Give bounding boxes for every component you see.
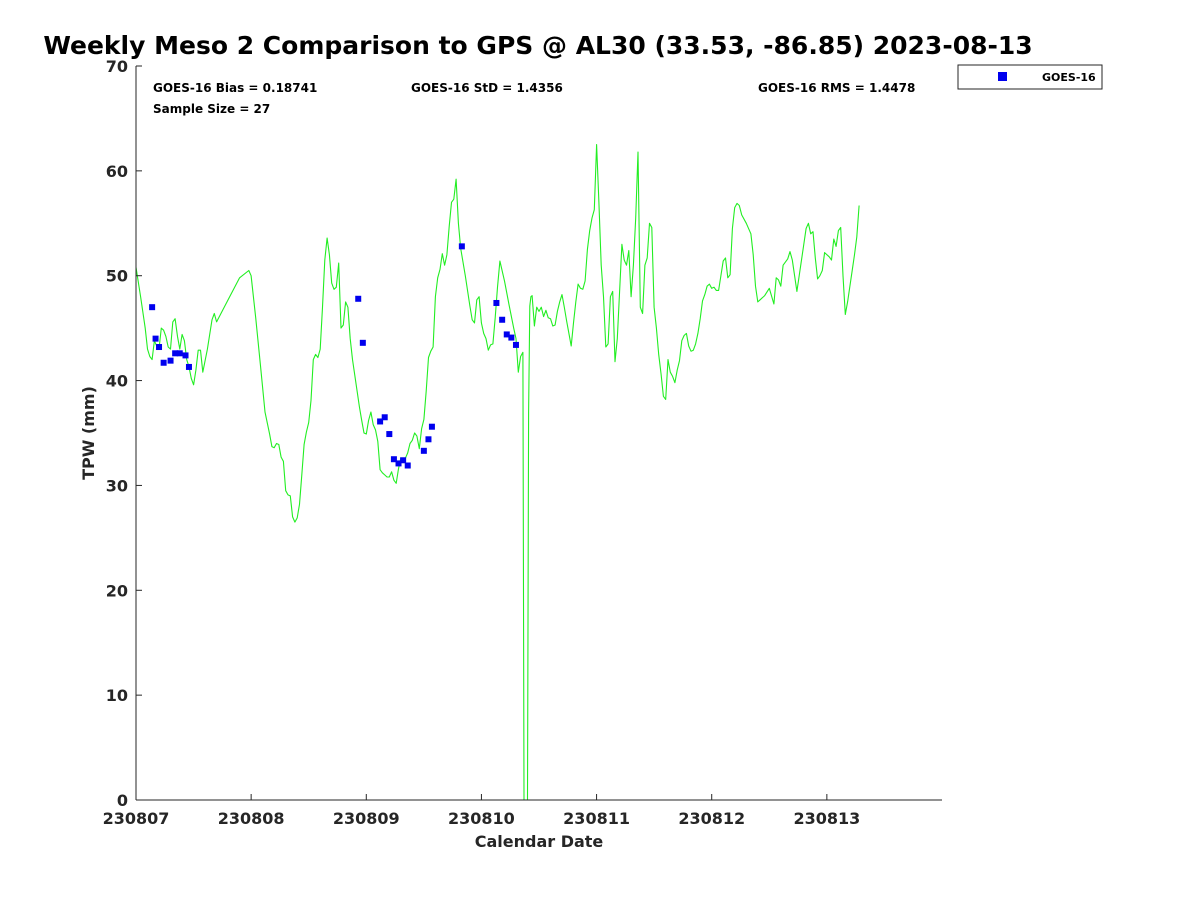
y-axis-label: TPW (mm): [79, 386, 98, 480]
goes16-data-point: [381, 414, 388, 421]
goes16-data-point: [493, 299, 500, 306]
goes16-data-point: [167, 357, 174, 364]
goes16-data-point: [152, 335, 159, 342]
x-axis-ticks: 230807 230808 230809 230810 230811 230812 2308…: [103, 794, 860, 828]
goes16-data-point: [182, 352, 189, 359]
goes16-data-point: [359, 339, 366, 346]
goes16-data-point: [512, 341, 519, 348]
y-tick-label: 10: [106, 686, 128, 705]
goes16-data-point: [355, 295, 362, 302]
goes16-data-point: [404, 462, 411, 469]
y-tick-label: 0: [117, 791, 128, 810]
legend: GOES-16: [957, 64, 1103, 90]
x-tick-label: 230809: [333, 809, 400, 828]
gps-series-line: [135, 144, 860, 801]
goes16-data-point: [425, 436, 432, 443]
x-tick-label: 230811: [563, 809, 630, 828]
goes16-data-point: [386, 431, 393, 438]
goes16-data-point: [390, 456, 397, 463]
x-tick-label: 230813: [793, 809, 860, 828]
y-axis-ticks: 0 10 20 30 40 50 60 70: [106, 57, 142, 810]
legend-box: [957, 64, 1103, 90]
x-axis-label: Calendar Date: [475, 832, 604, 851]
goes16-data-point: [156, 344, 163, 351]
y-tick-label: 40: [106, 372, 128, 391]
goes16-data-point: [400, 457, 407, 464]
x-tick-label: 230807: [103, 809, 170, 828]
goes16-data-point: [503, 331, 510, 338]
goes16-data-point: [458, 243, 465, 250]
goes16-data-point: [428, 423, 435, 430]
goes16-data-point: [508, 334, 515, 341]
legend-label-goes16: GOES-16: [1042, 71, 1096, 84]
goes16-data-point: [172, 350, 179, 357]
legend-marker-goes16: [998, 72, 1007, 81]
x-tick-label: 230808: [218, 809, 285, 828]
y-tick-label: 50: [106, 267, 128, 286]
goes16-data-point: [149, 304, 156, 311]
y-tick-label: 30: [106, 476, 128, 495]
chart-title: Weekly Meso 2 Comparison to GPS @ AL30 (…: [43, 31, 1032, 60]
goes16-data-point: [420, 447, 427, 454]
plot-area: [136, 66, 942, 800]
x-tick-label: 230812: [678, 809, 745, 828]
goes16-data-point: [499, 316, 506, 323]
goes16-data-point: [160, 359, 167, 366]
x-tick-label: 230810: [448, 809, 515, 828]
bias-stat: GOES-16 Bias = 0.18741: [153, 81, 317, 95]
gps-line: [135, 144, 860, 801]
rms-stat: GOES-16 RMS = 1.4478: [758, 81, 915, 95]
goes16-data-point: [176, 350, 183, 357]
y-tick-label: 60: [106, 162, 128, 181]
goes16-data-point: [185, 363, 192, 370]
y-tick-label: 70: [106, 57, 128, 76]
goes16-data-point: [377, 418, 384, 425]
std-stat: GOES-16 StD = 1.4356: [411, 81, 563, 95]
goes-series-markers: [149, 243, 519, 469]
y-tick-label: 20: [106, 581, 128, 600]
goes16-data-point: [395, 460, 402, 467]
sample-size-stat: Sample Size = 27: [153, 102, 270, 116]
